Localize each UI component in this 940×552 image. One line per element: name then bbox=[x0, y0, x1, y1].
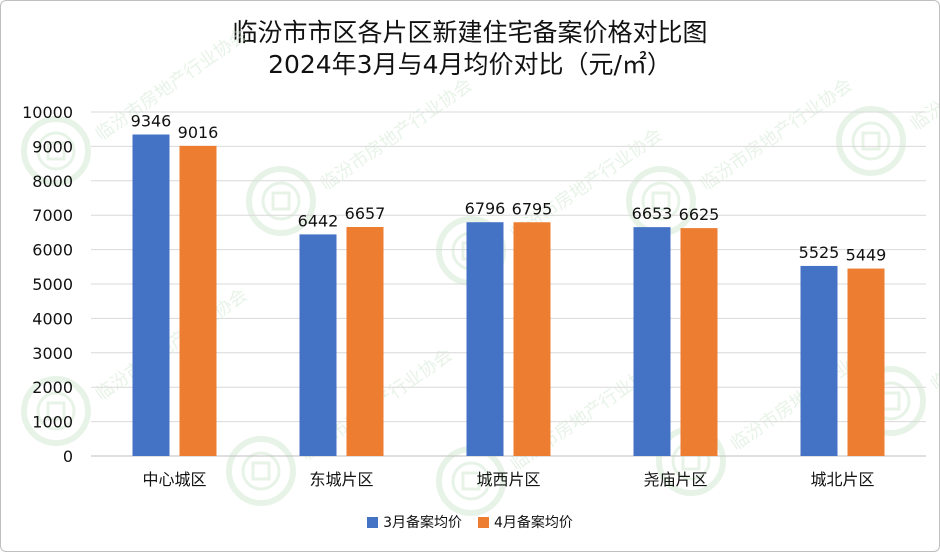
legend-item-april: 4月备案均价 bbox=[478, 512, 573, 532]
bars bbox=[132, 134, 885, 456]
bar-march bbox=[466, 222, 504, 456]
data-label-april: 5449 bbox=[846, 246, 887, 265]
y-tick-label: 9000 bbox=[32, 137, 73, 156]
gridlines bbox=[91, 111, 926, 457]
y-tick-label: 6000 bbox=[32, 241, 73, 260]
data-label-april: 6795 bbox=[512, 199, 553, 218]
chart-title: 临汾市市区各片区新建住宅备案价格对比图 bbox=[232, 18, 708, 47]
data-label-march: 9346 bbox=[131, 111, 172, 130]
bar-march bbox=[132, 134, 170, 456]
bar-april bbox=[847, 268, 885, 456]
y-tick-label: 1000 bbox=[32, 413, 73, 432]
data-label-april: 9016 bbox=[178, 123, 219, 142]
data-label-march: 6442 bbox=[298, 211, 339, 230]
bar-march bbox=[633, 227, 671, 456]
y-tick-label: 0 bbox=[63, 447, 73, 466]
watermark-text: 临汾市房地产行业协会 bbox=[907, 15, 939, 135]
y-tick-label: 7000 bbox=[32, 206, 73, 225]
data-label-march: 6653 bbox=[632, 204, 673, 223]
x-category-label: 城西片区 bbox=[476, 470, 540, 489]
bar-april bbox=[680, 228, 718, 456]
x-category-label: 东城片区 bbox=[309, 470, 373, 489]
data-label-april: 6625 bbox=[679, 205, 720, 224]
watermark-seal: 临汾市房地产行业协会 bbox=[836, 15, 939, 176]
bar-march bbox=[800, 265, 838, 456]
legend-item-march: 3月备案均价 bbox=[367, 512, 462, 532]
x-category-label: 尧庙片区 bbox=[643, 470, 707, 489]
data-label-march: 6796 bbox=[465, 199, 506, 218]
legend-label-april: 4月备案均价 bbox=[494, 515, 573, 531]
y-tick-label: 8000 bbox=[32, 172, 73, 191]
watermark-text: 临汾市房地产行业协会 bbox=[927, 275, 939, 395]
legend-swatch-march bbox=[367, 516, 379, 528]
watermark-text: 临汾市房地产行业协会 bbox=[92, 25, 251, 145]
chart-subtitle: 2024年3月与4月均价对比（元/㎡） bbox=[268, 50, 672, 79]
y-axis-ticks: 0 1000 2000 3000 4000 5000 6000 7000 8000 9000 100… bbox=[22, 103, 73, 466]
data-labels: 9346 9016 6442 6657 6796 6795 6653 6625 5525 5449 bbox=[131, 111, 887, 264]
x-category-label: 城北片区 bbox=[810, 470, 874, 489]
y-tick-label: 10000 bbox=[22, 103, 73, 122]
y-tick-label: 4000 bbox=[32, 309, 73, 328]
x-axis-categories: 中心城区 东城片区 城西片区 尧庙片区 城北片区 bbox=[142, 470, 874, 489]
legend-label-march: 3月备案均价 bbox=[383, 515, 462, 531]
watermark-text: 临汾市房地产行业协会 bbox=[317, 75, 476, 195]
bar-march bbox=[299, 234, 337, 456]
data-label-april: 6657 bbox=[345, 204, 386, 223]
bar-april bbox=[513, 222, 551, 456]
y-tick-label: 2000 bbox=[32, 378, 73, 397]
bar-april bbox=[346, 226, 384, 456]
watermark-text: 临汾市房地产行业协会 bbox=[697, 75, 856, 195]
bar-april bbox=[179, 145, 217, 456]
x-category-label: 中心城区 bbox=[142, 470, 206, 489]
legend: 3月备案均价 4月备案均价 bbox=[1, 512, 939, 532]
data-label-march: 5525 bbox=[799, 243, 840, 262]
y-tick-label: 5000 bbox=[32, 275, 73, 294]
y-tick-label: 3000 bbox=[32, 344, 73, 363]
legend-swatch-april bbox=[478, 516, 489, 528]
